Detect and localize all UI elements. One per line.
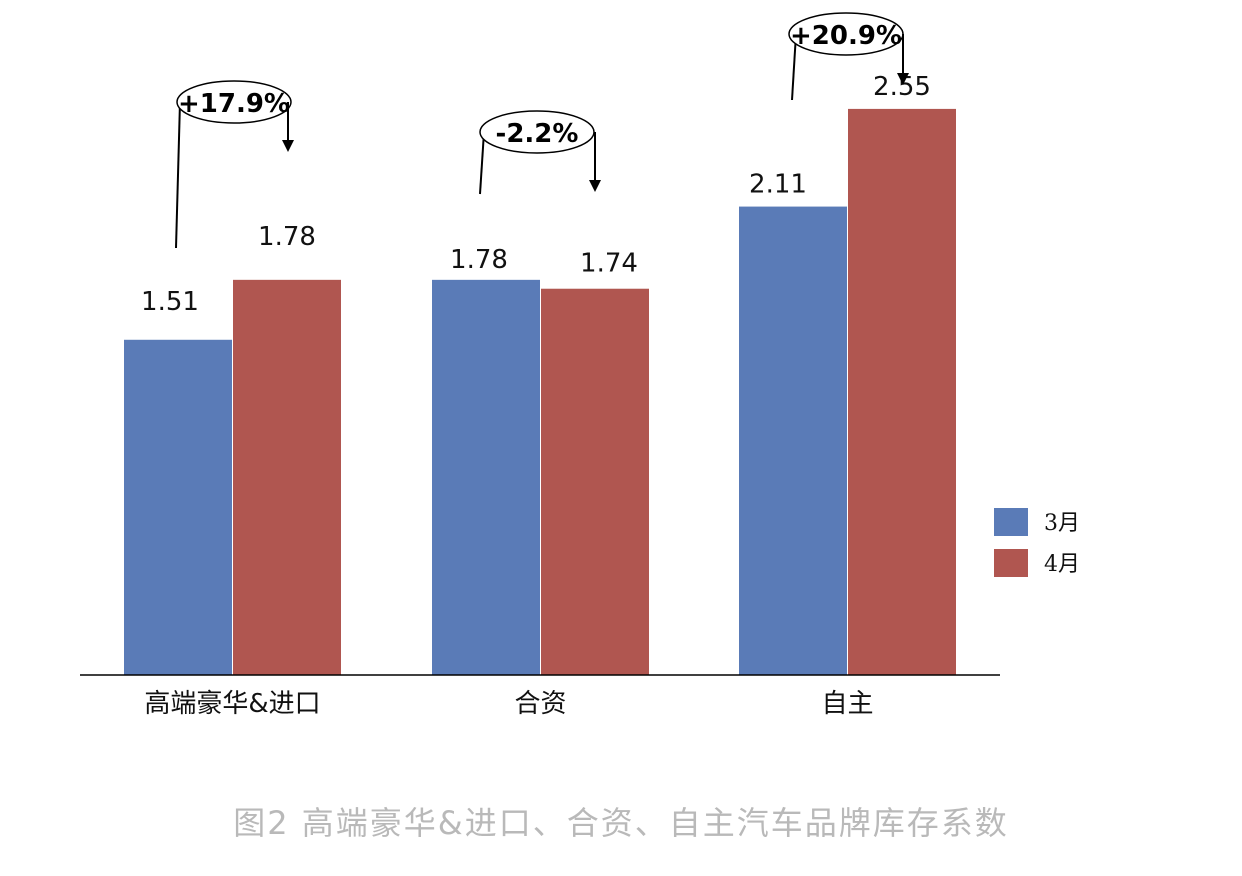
- figure-caption: 图2 高端豪华&进口、合资、自主汽车品牌库存系数: [233, 804, 1009, 842]
- annotations-layer: +17.9% -2.2% +20.9%: [175, 12, 909, 249]
- bar-apr-1: [541, 288, 649, 675]
- bracket-line: [175, 101, 181, 249]
- annotation-ellipse: [176, 80, 292, 124]
- bars-layer: [124, 108, 956, 675]
- x-tick-label: 合资: [514, 689, 566, 719]
- legend-label: 4月: [1044, 552, 1080, 577]
- bar-mar-2: [739, 206, 847, 675]
- x-tick-label: 自主: [821, 689, 873, 719]
- x-tick-label: 高端豪华&进口: [144, 689, 320, 719]
- change-annotation: +20.9%: [788, 12, 909, 101]
- legend-swatch: [994, 508, 1028, 536]
- bar-apr-0: [233, 279, 341, 675]
- bracket-line: [479, 131, 485, 195]
- legend-label: 3月: [1044, 511, 1080, 536]
- legend: 3月 4月: [994, 508, 1080, 577]
- arrow-head-icon: [282, 140, 294, 152]
- arrow-head-icon: [589, 180, 601, 192]
- change-annotation: +17.9%: [175, 80, 294, 249]
- data-labels-layer: 1.511.781.78 1.742.112.55: [141, 72, 931, 317]
- data-label: 1.74: [580, 249, 638, 279]
- data-label: 1.51: [141, 287, 199, 317]
- legend-swatch: [994, 549, 1028, 577]
- annotation-text: +17.9%: [178, 89, 290, 119]
- bar-mar-0: [124, 339, 232, 675]
- data-label: 1.78: [450, 245, 508, 275]
- arrow-head-icon: [897, 73, 909, 85]
- x-tick-labels: 高端豪华&进口 合资 自主: [144, 689, 873, 719]
- bracket-line: [791, 33, 797, 101]
- annotation-text: -2.2%: [496, 119, 579, 149]
- bar-mar-1: [432, 279, 540, 675]
- data-label: 2.11: [749, 170, 807, 200]
- annotation-text: +20.9%: [790, 21, 902, 51]
- change-annotation: -2.2%: [479, 110, 601, 195]
- bar-apr-2: [848, 108, 956, 675]
- data-label: 1.78: [258, 222, 316, 252]
